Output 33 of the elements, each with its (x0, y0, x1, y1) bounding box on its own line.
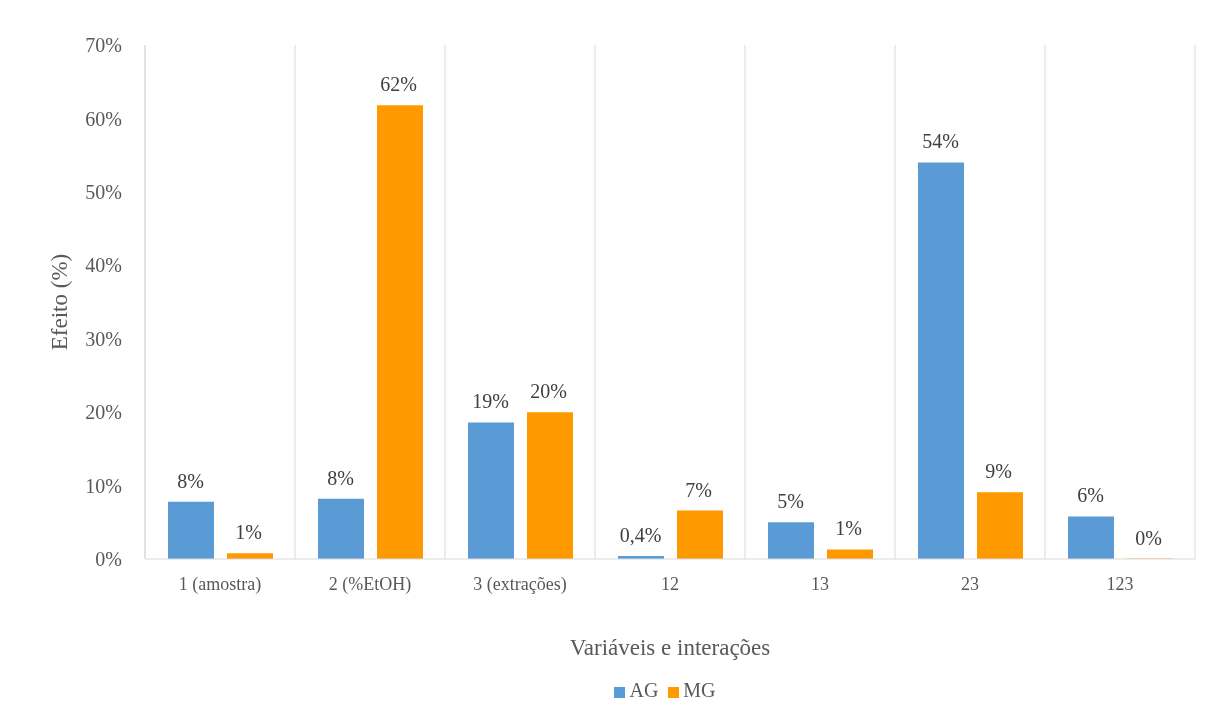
data-label: 0% (1135, 527, 1162, 549)
y-tick-label: 70% (85, 34, 122, 57)
data-label: 9% (985, 460, 1012, 483)
data-label: 19% (472, 390, 509, 413)
data-label: 5% (777, 490, 804, 513)
y-tick-label: 10% (85, 474, 122, 497)
data-label: 6% (1077, 484, 1104, 507)
y-tick-label: 30% (85, 327, 122, 350)
legend-label: AG (629, 679, 659, 701)
y-tick-label: 50% (85, 180, 122, 203)
y-tick-label: 0% (95, 548, 122, 571)
y-tick-label: 40% (85, 254, 122, 277)
data-label: 54% (922, 130, 959, 153)
data-label: 1% (835, 517, 862, 540)
data-label: 7% (685, 478, 712, 501)
data-label: 8% (177, 469, 204, 492)
x-tick-label: 2 (%EtOH) (328, 573, 412, 595)
x-tick-label: 23 (961, 573, 979, 594)
data-label: 20% (530, 380, 567, 403)
data-label: 1% (235, 521, 262, 544)
x-tick-label: 123 (1106, 573, 1134, 594)
data-label: 8% (327, 466, 354, 489)
x-tick-label: 13 (811, 573, 829, 594)
y-tick-label: 20% (85, 401, 122, 424)
x-axis-title: Variáveis e interações (569, 635, 771, 660)
data-label: 0,4% (619, 524, 662, 547)
data-label: 62% (380, 73, 417, 96)
x-tick-label: 1 (amostra) (178, 573, 262, 595)
x-tick-label: 3 (extrações) (473, 573, 567, 595)
y-axis-title: Efeito (%) (46, 253, 72, 351)
y-tick-label: 60% (85, 107, 122, 130)
legend-label: MG (683, 679, 716, 701)
x-tick-label: 12 (661, 573, 679, 594)
